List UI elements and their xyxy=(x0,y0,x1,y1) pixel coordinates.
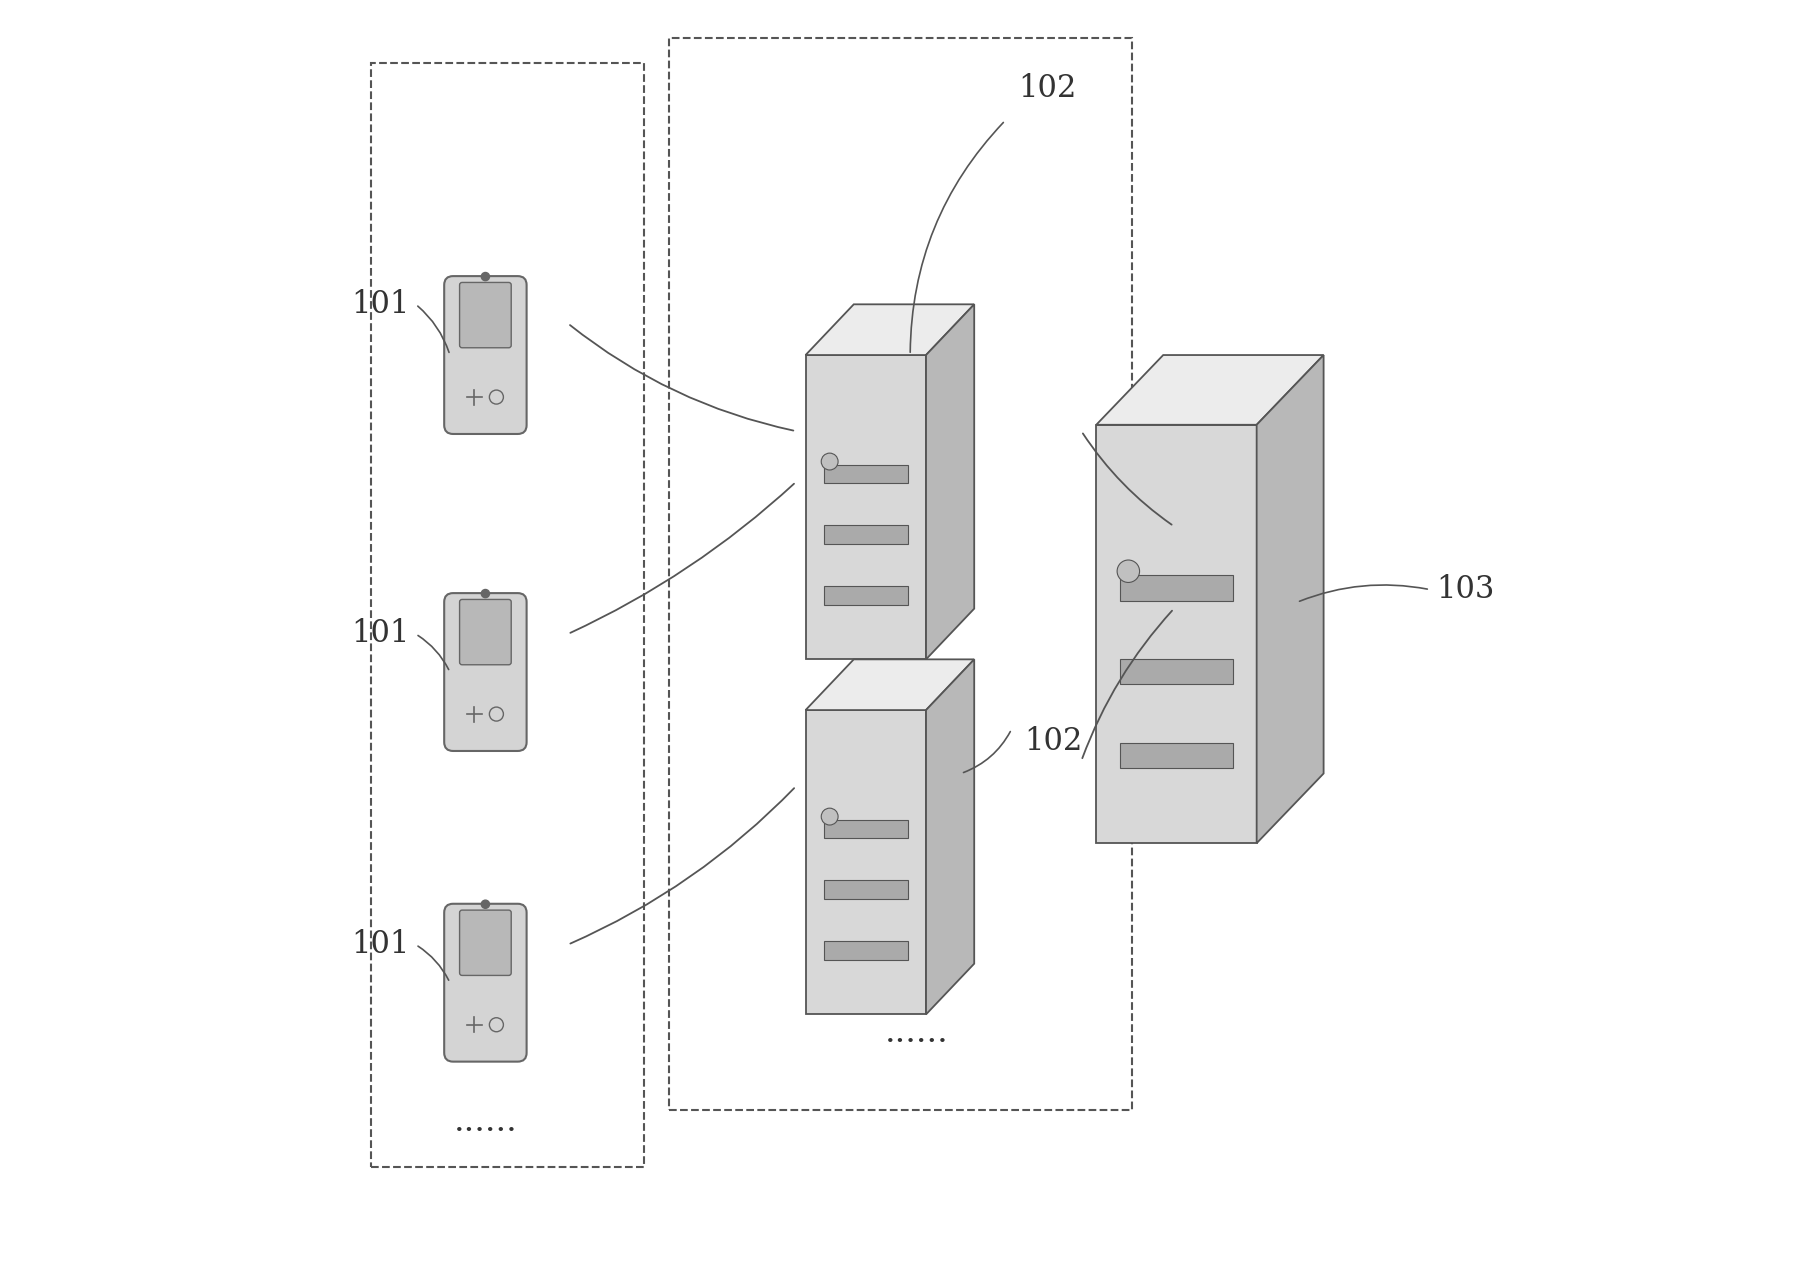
Polygon shape xyxy=(806,710,926,1014)
Text: 102: 102 xyxy=(1025,727,1082,757)
Polygon shape xyxy=(806,659,975,710)
Text: 103: 103 xyxy=(1436,574,1495,605)
FancyBboxPatch shape xyxy=(460,283,512,347)
FancyBboxPatch shape xyxy=(824,464,908,483)
Text: 101: 101 xyxy=(352,289,409,320)
FancyBboxPatch shape xyxy=(824,525,908,544)
Polygon shape xyxy=(926,659,975,1014)
FancyBboxPatch shape xyxy=(443,904,526,1061)
Circle shape xyxy=(822,808,838,825)
Circle shape xyxy=(481,900,490,908)
Circle shape xyxy=(1116,560,1140,582)
FancyBboxPatch shape xyxy=(443,593,526,751)
Polygon shape xyxy=(1097,425,1256,843)
FancyBboxPatch shape xyxy=(824,880,908,899)
Polygon shape xyxy=(806,355,926,659)
FancyBboxPatch shape xyxy=(824,819,908,838)
FancyBboxPatch shape xyxy=(443,276,526,434)
Circle shape xyxy=(822,453,838,470)
Circle shape xyxy=(481,590,490,597)
Circle shape xyxy=(481,273,490,280)
FancyBboxPatch shape xyxy=(460,910,512,975)
Text: 101: 101 xyxy=(352,619,409,649)
FancyBboxPatch shape xyxy=(1120,743,1233,768)
FancyBboxPatch shape xyxy=(824,586,908,605)
Polygon shape xyxy=(806,304,975,355)
FancyBboxPatch shape xyxy=(1120,576,1233,601)
Polygon shape xyxy=(926,304,975,659)
Polygon shape xyxy=(1097,355,1323,425)
Text: ......: ...... xyxy=(454,1106,517,1139)
FancyBboxPatch shape xyxy=(460,600,512,664)
FancyBboxPatch shape xyxy=(1120,659,1233,685)
FancyBboxPatch shape xyxy=(824,941,908,960)
Text: 102: 102 xyxy=(1018,74,1077,104)
Text: ......: ...... xyxy=(885,1017,948,1050)
Polygon shape xyxy=(1256,355,1323,843)
Text: 101: 101 xyxy=(352,929,409,960)
